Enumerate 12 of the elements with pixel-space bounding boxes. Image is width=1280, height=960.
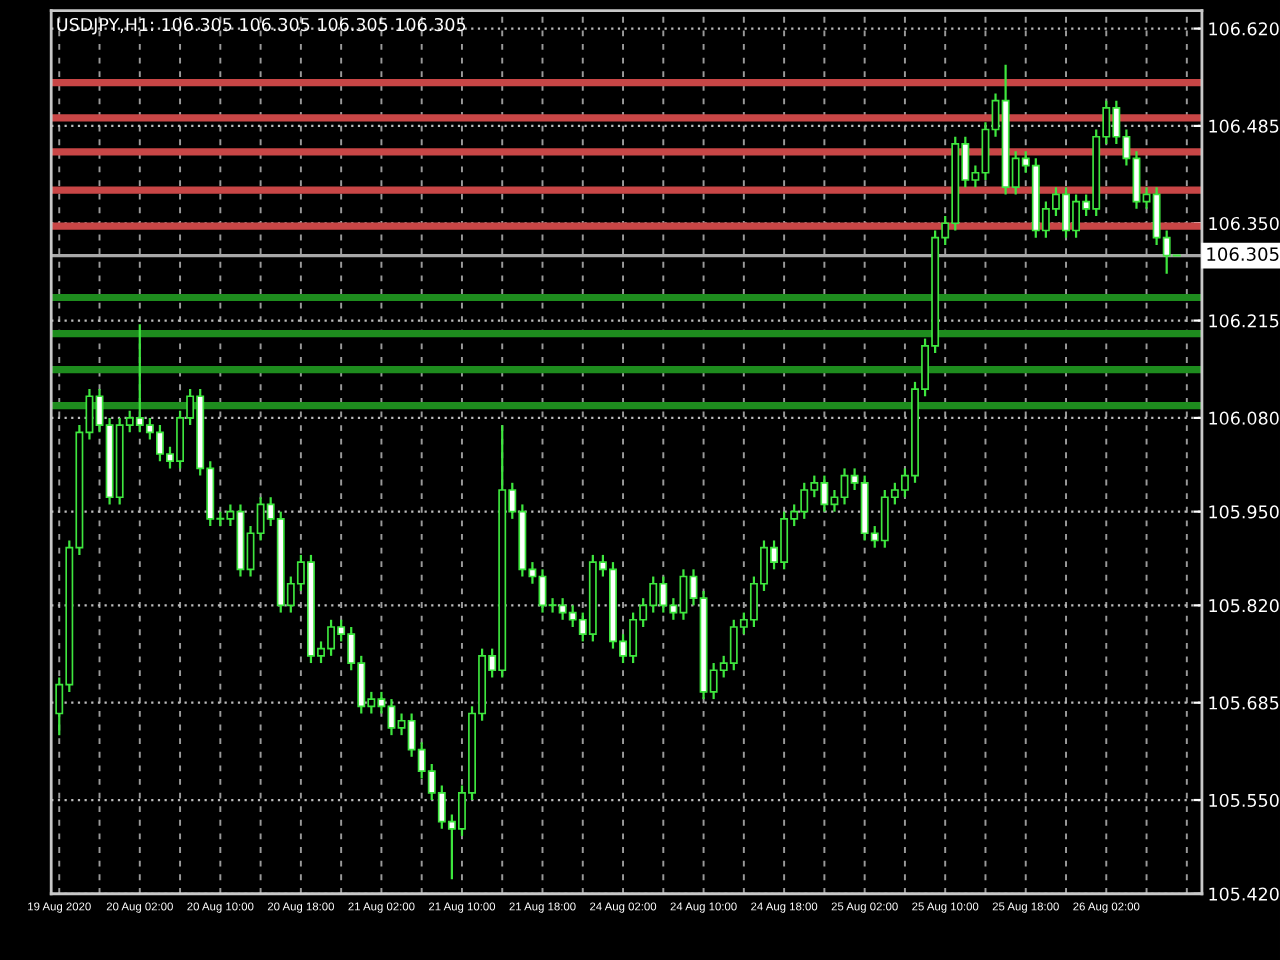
y-tick-label: 106.350 <box>1209 216 1279 231</box>
y-tick-label: 106.215 <box>1209 314 1279 328</box>
y-tick-label: 105.685 <box>1209 696 1279 710</box>
ref-line-label: 106.305 <box>1207 247 1279 261</box>
y-tick-label: 105.820 <box>1209 599 1279 613</box>
y-tick-label: 106.080 <box>1209 411 1279 425</box>
chart-title: USDJPY,H1: 106.305 106.305 106.305 106.305 <box>57 17 466 35</box>
y-tick-label: 105.550 <box>1209 793 1279 807</box>
y-tick-label: 105.420 <box>1209 887 1279 901</box>
y-tick-label: 106.485 <box>1209 119 1279 133</box>
y-tick-label: 105.950 <box>1209 505 1279 519</box>
y-tick-label: 106.620 <box>1209 22 1279 36</box>
